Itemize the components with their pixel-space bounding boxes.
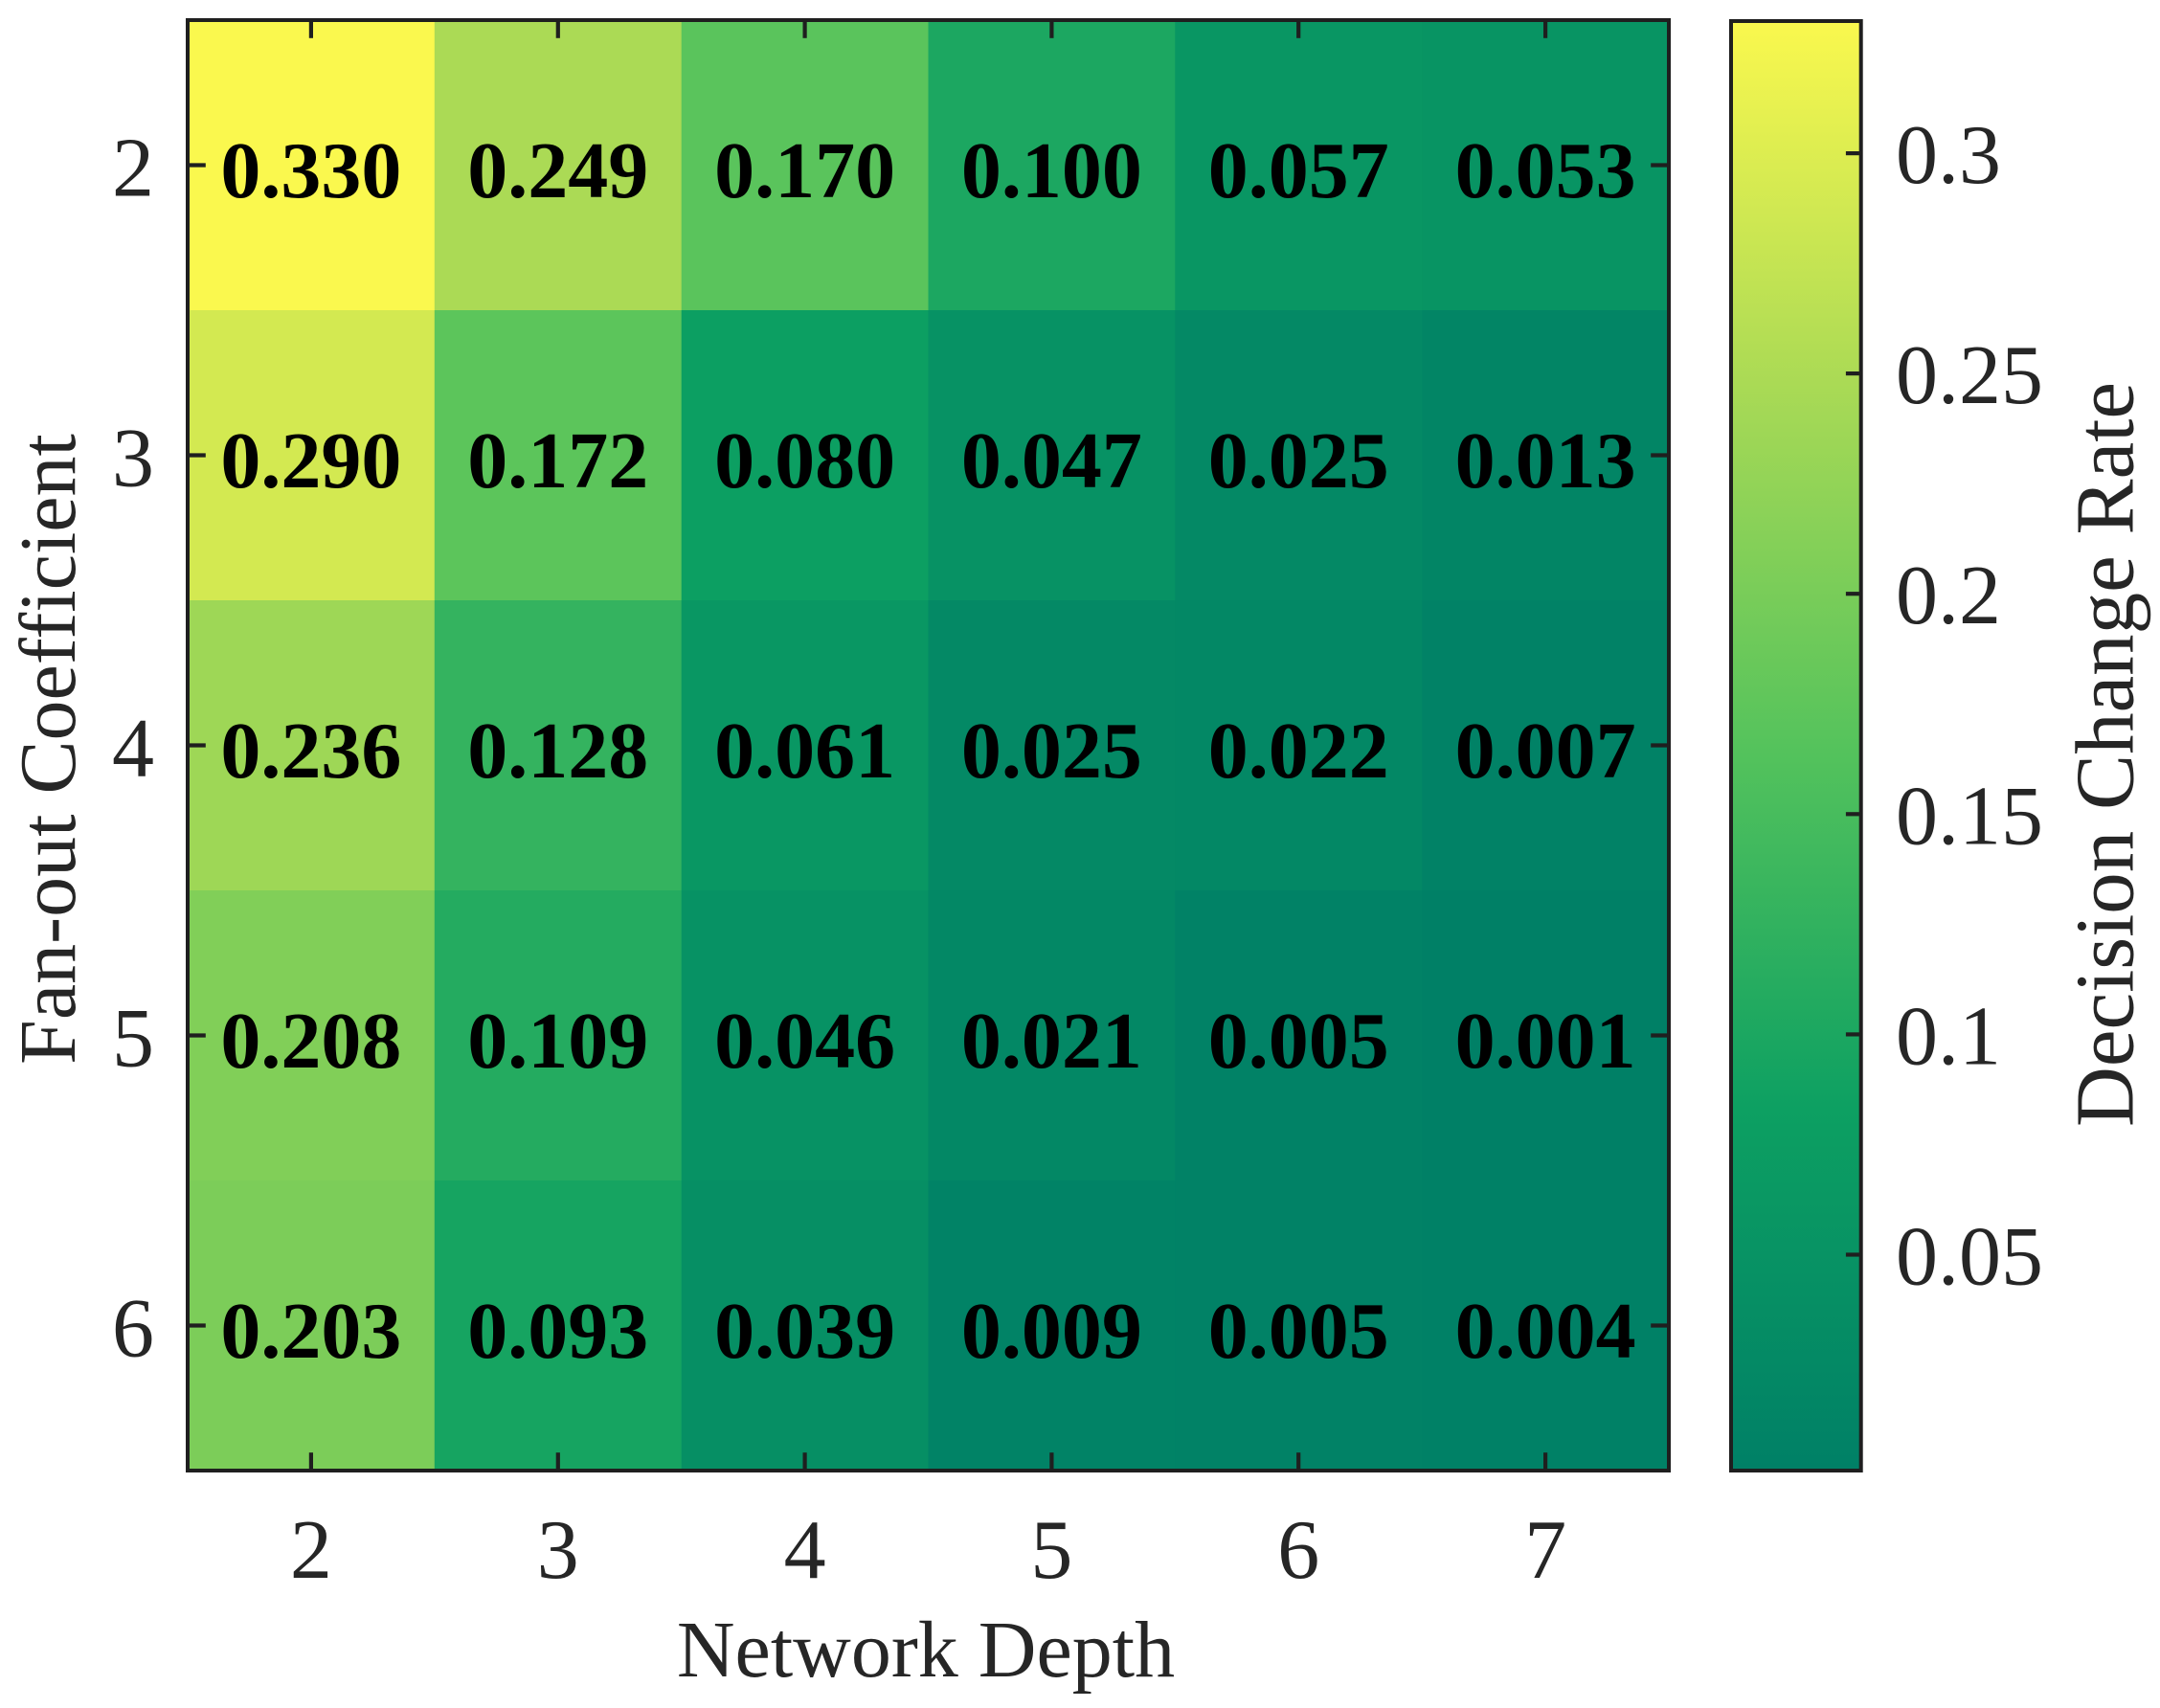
svg-text:0.290: 0.290 bbox=[220, 416, 401, 506]
svg-text:0.013: 0.013 bbox=[1455, 416, 1636, 506]
svg-text:0.093: 0.093 bbox=[467, 1287, 648, 1376]
svg-text:2: 2 bbox=[290, 1504, 332, 1597]
svg-text:0.007: 0.007 bbox=[1455, 707, 1636, 796]
svg-text:0.080: 0.080 bbox=[714, 416, 895, 506]
svg-text:0.039: 0.039 bbox=[714, 1287, 895, 1376]
svg-text:0.001: 0.001 bbox=[1455, 997, 1636, 1086]
svg-text:4: 4 bbox=[112, 703, 154, 796]
svg-text:4: 4 bbox=[784, 1504, 826, 1597]
svg-text:0.109: 0.109 bbox=[467, 997, 648, 1086]
svg-text:0.100: 0.100 bbox=[961, 126, 1142, 215]
svg-text:0.2: 0.2 bbox=[1896, 550, 2001, 642]
svg-text:0.128: 0.128 bbox=[467, 707, 648, 796]
svg-text:0.025: 0.025 bbox=[1208, 416, 1389, 506]
svg-text:2: 2 bbox=[112, 123, 154, 215]
svg-text:0.15: 0.15 bbox=[1896, 770, 2043, 863]
svg-text:0.330: 0.330 bbox=[220, 126, 401, 215]
svg-text:0.046: 0.046 bbox=[714, 997, 895, 1086]
svg-text:5: 5 bbox=[1030, 1504, 1072, 1597]
svg-text:3: 3 bbox=[112, 413, 154, 506]
svg-text:0.061: 0.061 bbox=[714, 707, 895, 796]
svg-text:0.057: 0.057 bbox=[1208, 126, 1389, 215]
svg-text:0.005: 0.005 bbox=[1208, 1287, 1389, 1376]
svg-text:0.236: 0.236 bbox=[220, 707, 401, 796]
svg-text:6: 6 bbox=[1277, 1504, 1319, 1597]
svg-text:0.170: 0.170 bbox=[714, 126, 895, 215]
svg-text:0.022: 0.022 bbox=[1208, 707, 1389, 796]
svg-text:0.009: 0.009 bbox=[961, 1287, 1142, 1376]
svg-text:0.249: 0.249 bbox=[467, 126, 648, 215]
svg-text:0.3: 0.3 bbox=[1896, 109, 2001, 202]
svg-text:7: 7 bbox=[1524, 1504, 1566, 1597]
svg-text:0.25: 0.25 bbox=[1896, 329, 2043, 422]
svg-text:0.004: 0.004 bbox=[1455, 1287, 1636, 1376]
svg-text:0.025: 0.025 bbox=[961, 707, 1142, 796]
svg-text:0.047: 0.047 bbox=[961, 416, 1142, 506]
svg-text:0.203: 0.203 bbox=[220, 1287, 401, 1376]
svg-text:3: 3 bbox=[537, 1504, 579, 1597]
svg-text:5: 5 bbox=[112, 993, 154, 1086]
svg-text:0.053: 0.053 bbox=[1455, 126, 1636, 215]
svg-text:0.05: 0.05 bbox=[1896, 1211, 2043, 1304]
svg-text:Fan-out Coefficient: Fan-out Coefficient bbox=[4, 434, 93, 1065]
svg-text:Network Depth: Network Depth bbox=[677, 1606, 1175, 1695]
svg-text:Decision Change Rate: Decision Change Rate bbox=[2059, 382, 2151, 1127]
svg-text:0.172: 0.172 bbox=[467, 416, 648, 506]
svg-text:6: 6 bbox=[112, 1283, 154, 1376]
svg-text:0.021: 0.021 bbox=[961, 997, 1142, 1086]
svg-text:0.1: 0.1 bbox=[1896, 990, 2001, 1083]
svg-text:0.208: 0.208 bbox=[220, 997, 401, 1086]
svg-text:0.005: 0.005 bbox=[1208, 997, 1389, 1086]
